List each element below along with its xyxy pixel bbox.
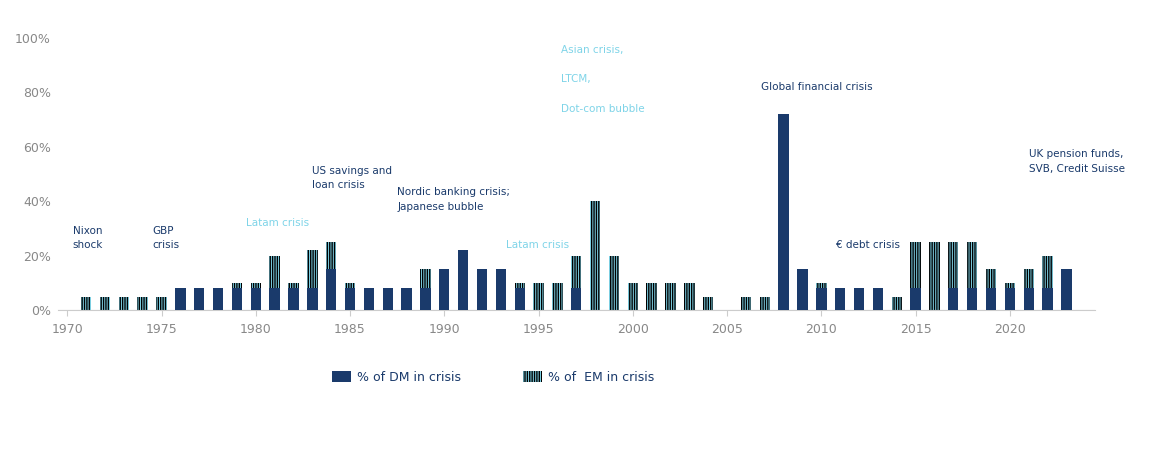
Bar — [269, 288, 280, 310]
Text: Nixon
shock: Nixon shock — [72, 225, 103, 250]
Bar — [647, 283, 657, 310]
Bar — [986, 270, 996, 310]
Bar — [1024, 270, 1034, 310]
Bar — [835, 288, 846, 310]
Text: UK pension funds,
SVB, Credit Suisse: UK pension funds, SVB, Credit Suisse — [1028, 149, 1125, 174]
Bar — [495, 270, 506, 310]
Bar — [948, 288, 958, 310]
Bar — [797, 283, 808, 310]
Bar — [269, 256, 280, 310]
Bar — [345, 283, 355, 310]
Bar — [156, 297, 167, 310]
Bar — [401, 288, 411, 310]
Legend: % of DM in crisis, % of  EM in crisis: % of DM in crisis, % of EM in crisis — [325, 364, 661, 390]
Bar — [439, 270, 449, 310]
Bar — [873, 288, 884, 310]
Bar — [515, 288, 525, 310]
Bar — [288, 288, 299, 310]
Bar — [665, 283, 676, 310]
Bar — [609, 256, 619, 310]
Bar — [458, 250, 469, 310]
Bar — [232, 283, 242, 310]
Bar — [100, 297, 110, 310]
Bar — [250, 283, 261, 310]
Bar — [1004, 283, 1015, 310]
Bar — [816, 283, 826, 310]
Bar — [477, 270, 487, 310]
Bar — [515, 283, 525, 310]
Bar — [854, 297, 864, 310]
Bar — [495, 283, 506, 310]
Bar — [213, 288, 223, 310]
Bar — [553, 283, 563, 310]
Bar — [326, 242, 337, 310]
Text: Nordic banking crisis;
Japanese bubble: Nordic banking crisis; Japanese bubble — [398, 187, 510, 212]
Bar — [684, 283, 694, 310]
Bar — [439, 270, 449, 310]
Bar — [835, 297, 846, 310]
Text: € debt crisis: € debt crisis — [836, 240, 901, 250]
Bar — [307, 250, 317, 310]
Text: US savings and
loan crisis: US savings and loan crisis — [313, 166, 392, 190]
Bar — [910, 288, 920, 310]
Bar — [892, 297, 902, 310]
Bar — [458, 270, 469, 310]
Text: Latam crisis: Latam crisis — [246, 219, 309, 229]
Bar — [967, 242, 978, 310]
Bar — [1042, 256, 1052, 310]
Text: Global financial crisis: Global financial crisis — [761, 82, 872, 92]
Bar — [571, 256, 581, 310]
Bar — [703, 297, 714, 310]
Bar — [138, 297, 148, 310]
Bar — [571, 288, 581, 310]
Bar — [797, 270, 808, 310]
Bar — [778, 114, 789, 310]
Bar — [364, 297, 375, 310]
Text: Latam crisis: Latam crisis — [507, 240, 570, 250]
Bar — [967, 288, 978, 310]
Text: GBP
crisis: GBP crisis — [152, 225, 179, 250]
Bar — [1062, 270, 1072, 310]
Bar — [421, 288, 431, 310]
Bar — [288, 283, 299, 310]
Bar — [816, 288, 826, 310]
Bar — [326, 270, 337, 310]
Bar — [1004, 288, 1015, 310]
Bar — [778, 283, 789, 310]
Bar — [873, 297, 884, 310]
Bar — [533, 283, 543, 310]
Text: Asian crisis,

LTCM,

Dot-com bubble: Asian crisis, LTCM, Dot-com bubble — [561, 45, 645, 114]
Bar — [345, 288, 355, 310]
Bar — [477, 270, 487, 310]
Bar — [175, 288, 185, 310]
Bar — [759, 297, 770, 310]
Bar — [383, 297, 393, 310]
Bar — [1062, 270, 1072, 310]
Bar — [910, 242, 920, 310]
Bar — [741, 297, 751, 310]
Bar — [250, 288, 261, 310]
Bar — [364, 288, 375, 310]
Bar — [383, 288, 393, 310]
Bar — [80, 297, 91, 310]
Bar — [986, 288, 996, 310]
Bar — [421, 270, 431, 310]
Bar — [232, 288, 242, 310]
Bar — [194, 297, 205, 310]
Bar — [930, 242, 940, 310]
Bar — [948, 242, 958, 310]
Bar — [175, 297, 185, 310]
Bar — [854, 288, 864, 310]
Bar — [589, 201, 600, 310]
Bar — [401, 297, 411, 310]
Bar — [1024, 288, 1034, 310]
Bar — [213, 297, 223, 310]
Bar — [1042, 288, 1052, 310]
Bar — [118, 297, 129, 310]
Bar — [194, 288, 205, 310]
Bar — [307, 288, 317, 310]
Bar — [627, 283, 638, 310]
